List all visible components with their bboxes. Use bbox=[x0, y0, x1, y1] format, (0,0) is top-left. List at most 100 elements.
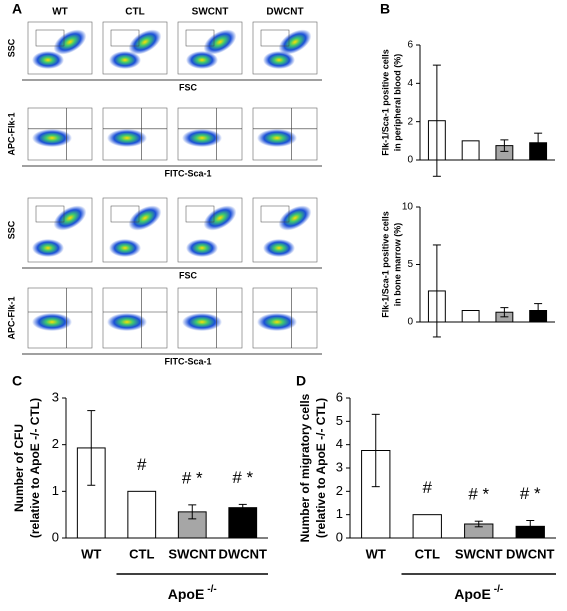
flow-population bbox=[128, 205, 162, 231]
y-tick-label: 5 bbox=[407, 259, 413, 270]
y-tick-label: 1 bbox=[52, 483, 59, 498]
bar bbox=[461, 140, 480, 161]
flow-x-label: FSC bbox=[179, 82, 198, 92]
group-label-superscript: -/- bbox=[494, 584, 503, 595]
x-tick-label: SWCNT bbox=[455, 546, 503, 561]
flow-population bbox=[278, 29, 312, 55]
y-tick-label: 3 bbox=[52, 389, 59, 404]
flow-population bbox=[263, 51, 295, 69]
x-tick-label: WT bbox=[366, 546, 386, 561]
annotation: # bbox=[137, 455, 147, 474]
annotation: # * bbox=[468, 485, 489, 504]
x-tick-label: DWCNT bbox=[219, 546, 267, 561]
y-tick-label: 4 bbox=[407, 78, 413, 89]
bar bbox=[412, 514, 442, 539]
gate bbox=[185, 29, 215, 47]
flow-population bbox=[109, 51, 141, 69]
flow-population bbox=[53, 205, 87, 231]
panel-label: A bbox=[12, 1, 22, 17]
y-tick-label: 1 bbox=[336, 506, 343, 521]
flow-population bbox=[203, 205, 237, 231]
x-tick-label: CTL bbox=[415, 546, 440, 561]
bar bbox=[228, 507, 258, 539]
column-header: SWCNT bbox=[192, 7, 229, 18]
y-tick-label: 0 bbox=[336, 529, 343, 544]
column-header: WT bbox=[52, 7, 68, 18]
annotation: # * bbox=[520, 484, 541, 503]
bar bbox=[127, 490, 157, 539]
y-axis-label: (relative to ApoE -/- CTL) bbox=[28, 398, 42, 538]
flow-population bbox=[32, 313, 72, 331]
y-tick-label: 2 bbox=[336, 483, 343, 498]
flow-population bbox=[107, 313, 147, 331]
flow-population bbox=[203, 29, 237, 55]
annotation: # * bbox=[182, 468, 203, 487]
y-axis-label: Flk-1/Sca-1 positive cells bbox=[380, 211, 390, 318]
flow-population bbox=[257, 129, 297, 147]
y-tick-label: 5 bbox=[336, 413, 343, 428]
y-axis-label: in bone marrow (%) bbox=[392, 223, 402, 307]
gate bbox=[110, 205, 140, 223]
y-axis-label: (relative to ApoE -/- CTL) bbox=[314, 398, 328, 538]
flow-population bbox=[182, 313, 222, 331]
y-tick-label: 0 bbox=[407, 317, 413, 328]
flow-population bbox=[186, 239, 218, 257]
x-tick-label: SWCNT bbox=[168, 546, 216, 561]
column-header: CTL bbox=[125, 7, 144, 18]
flow-population bbox=[263, 239, 295, 257]
y-tick-label: 10 bbox=[402, 202, 414, 213]
annotation: # bbox=[423, 478, 433, 497]
gate bbox=[35, 205, 65, 223]
gate bbox=[35, 29, 65, 47]
group-label-text: ApoE bbox=[168, 586, 205, 602]
flow-population bbox=[107, 129, 147, 147]
flow-y-label: SSC bbox=[6, 220, 16, 239]
gate bbox=[185, 205, 215, 223]
bar bbox=[461, 310, 480, 323]
flow-population bbox=[32, 239, 64, 257]
group-label: ApoE -/- bbox=[454, 584, 503, 602]
flow-y-label: SSC bbox=[6, 38, 16, 57]
gate bbox=[260, 205, 290, 223]
group-label: ApoE -/- bbox=[168, 584, 217, 602]
flow-population bbox=[32, 129, 72, 147]
flow-x-label: FITC-Sca-1 bbox=[164, 168, 211, 178]
column-header: DWCNT bbox=[266, 7, 303, 18]
y-tick-label: 0 bbox=[52, 529, 59, 544]
y-tick-label: 6 bbox=[407, 40, 413, 51]
y-axis-label: in peripheral blood (%) bbox=[392, 54, 402, 152]
group-label-text: ApoE bbox=[454, 586, 491, 602]
flow-y-label: APC-Flk-1 bbox=[6, 112, 16, 155]
gate bbox=[260, 29, 290, 47]
flow-x-label: FITC-Sca-1 bbox=[164, 356, 211, 366]
flow-population bbox=[109, 239, 141, 257]
flow-x-label: FSC bbox=[179, 270, 198, 280]
x-tick-label: CTL bbox=[129, 546, 154, 561]
flow-population bbox=[257, 313, 297, 331]
flow-y-label: APC-Flk-1 bbox=[6, 296, 16, 339]
y-axis-label: Number of CFU bbox=[12, 424, 26, 512]
y-axis-label: Flk-1/Sca-1 positive cells bbox=[380, 49, 390, 156]
panel-label: C bbox=[12, 373, 22, 389]
annotation: # * bbox=[232, 468, 253, 487]
flow-population bbox=[278, 205, 312, 231]
y-tick-label: 6 bbox=[336, 389, 343, 404]
panel-label: B bbox=[380, 1, 390, 17]
y-tick-label: 4 bbox=[336, 436, 343, 451]
y-tick-label: 3 bbox=[336, 459, 343, 474]
y-axis-label: Number of migratory cells bbox=[298, 393, 312, 542]
panel-label: D bbox=[296, 373, 306, 389]
group-label-superscript: -/- bbox=[207, 584, 216, 595]
gate bbox=[110, 29, 140, 47]
y-tick-label: 2 bbox=[407, 116, 413, 127]
flow-population bbox=[32, 51, 64, 69]
flow-population bbox=[128, 29, 162, 55]
x-tick-label: WT bbox=[81, 546, 101, 561]
flow-population bbox=[53, 29, 87, 55]
y-tick-label: 0 bbox=[407, 155, 413, 166]
y-tick-label: 2 bbox=[52, 436, 59, 451]
flow-population bbox=[186, 51, 218, 69]
flow-population bbox=[182, 129, 222, 147]
x-tick-label: DWCNT bbox=[506, 546, 554, 561]
